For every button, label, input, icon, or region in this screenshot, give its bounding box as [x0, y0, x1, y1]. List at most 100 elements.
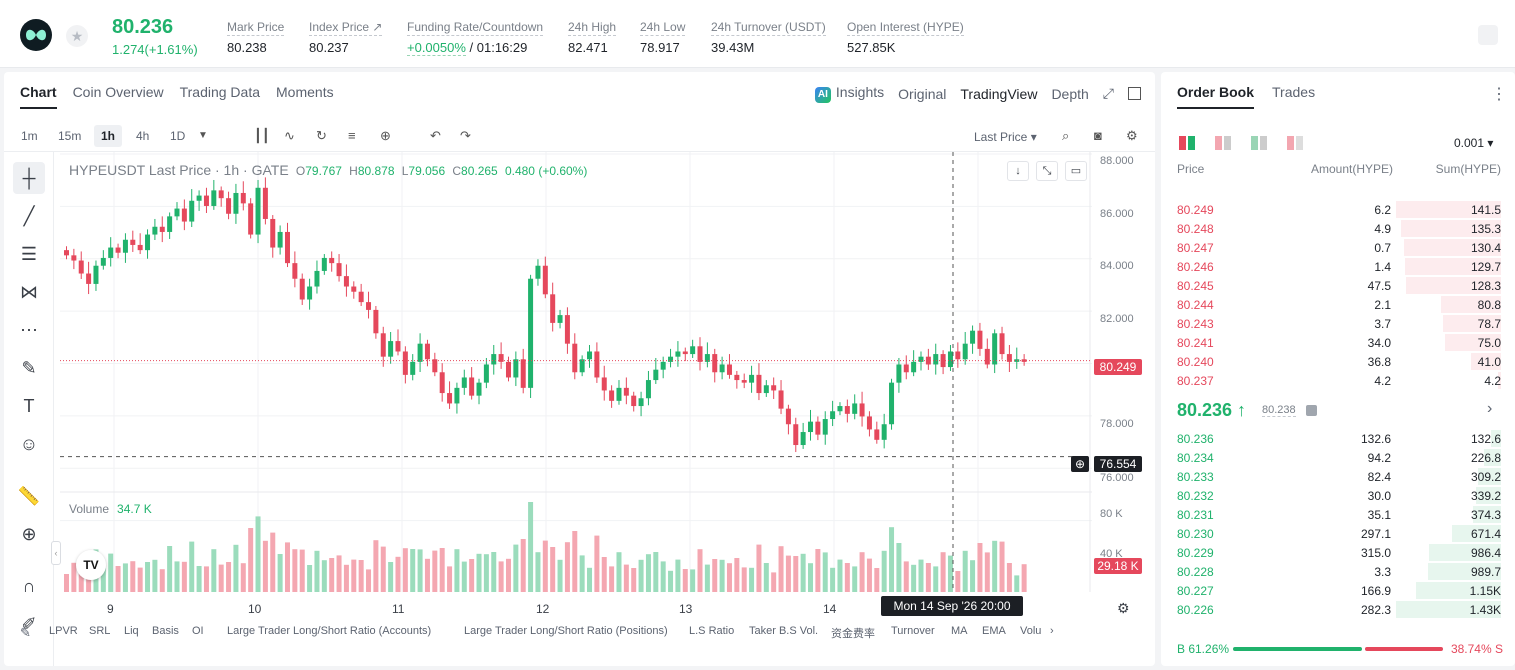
indicator-item[interactable]: Large Trader Long/Short Ratio (Positions…	[464, 625, 668, 637]
bid-row[interactable]: 80.226 282.3 1.43K	[1161, 600, 1515, 619]
favorite-star-icon[interactable]: ★	[66, 25, 88, 47]
trendline-icon[interactable]: ╱	[23, 206, 35, 226]
stat-funding-rate[interactable]: Funding Rate/Countdown +0.0050% / 01:16:…	[407, 18, 544, 56]
indicator-item[interactable]: OI	[192, 625, 204, 637]
view-asks-icon[interactable]	[1215, 136, 1231, 150]
expand-icon[interactable]: ⤢	[1102, 85, 1114, 101]
bid-row[interactable]: 80.230 297.1 671.4	[1161, 524, 1515, 543]
scroll-down-icon[interactable]: ↓	[1007, 161, 1029, 181]
fib-icon[interactable]: ⋯	[20, 320, 38, 340]
timeframe-1d[interactable]: 1D	[170, 129, 186, 143]
fullscreen-icon[interactable]	[1128, 87, 1141, 100]
view-asks-only-icon[interactable]	[1287, 136, 1303, 150]
tab-depth[interactable]: Depth	[1051, 85, 1089, 102]
camera-icon[interactable]: ◙	[1094, 128, 1102, 143]
bid-row[interactable]: 80.229 315.0 986.4	[1161, 543, 1515, 562]
redo-icon[interactable]: ↷	[460, 128, 471, 143]
tab-coin-overview[interactable]: Coin Overview	[72, 84, 164, 100]
volume-bar	[248, 528, 254, 592]
bid-row[interactable]: 80.231 35.1 374.3	[1161, 505, 1515, 524]
bid-row[interactable]: 80.228 3.3 989.7	[1161, 562, 1515, 581]
indicator-item[interactable]: L.S Ratio	[689, 625, 735, 637]
brush-icon[interactable]: ✎	[21, 358, 37, 378]
pattern-icon[interactable]: ⋈	[20, 282, 38, 302]
indicator-item[interactable]: EMA	[982, 625, 1006, 637]
bid-row[interactable]: 80.233 82.4 309.2	[1161, 467, 1515, 486]
tab-moments[interactable]: Moments	[276, 84, 334, 100]
text-tool-icon[interactable]: T	[23, 396, 35, 416]
ask-row[interactable]: 80.249 6.2 141.5	[1161, 200, 1515, 219]
collapse-toolbar-icon[interactable]: ‹	[51, 541, 61, 565]
ask-row[interactable]: 80.243 3.7 78.7	[1161, 314, 1515, 333]
tab-original[interactable]: Original	[898, 85, 947, 102]
tab-trades[interactable]: Trades	[1272, 84, 1316, 100]
more-vertical-icon[interactable]: ⋮	[1491, 86, 1507, 103]
indicator-item[interactable]: LPVR	[49, 625, 78, 637]
gear-icon[interactable]: ⚙	[1126, 128, 1138, 143]
bid-row[interactable]: 80.236 132.6 132.6	[1161, 429, 1515, 448]
indicator-item[interactable]: MA	[951, 625, 968, 637]
indicator-item[interactable]: Turnover	[891, 625, 935, 637]
indicator-item[interactable]: Volu	[1020, 625, 1042, 637]
tradingview-logo[interactable]: TV	[76, 550, 106, 580]
candlestick-chart[interactable]	[60, 152, 1093, 592]
candle-type-icon[interactable]: ┃┃	[254, 128, 270, 143]
ask-row[interactable]: 80.244 2.1 80.8	[1161, 295, 1515, 314]
bid-row[interactable]: 80.232 30.0 339.2	[1161, 486, 1515, 505]
view-both-icon[interactable]	[1179, 136, 1195, 150]
ruler-icon[interactable]: 📏	[17, 486, 41, 506]
horizontal-lines-icon[interactable]: ☰	[20, 244, 38, 264]
chevron-right-icon[interactable]: ›	[1050, 625, 1054, 637]
tab-insights[interactable]: AI Insights	[814, 84, 884, 103]
timeframe-4h[interactable]: 4h	[136, 129, 150, 143]
price-source-select[interactable]: Last Price ▾	[974, 130, 1037, 144]
settings-icon[interactable]: ⚙	[1117, 600, 1130, 616]
undo-icon[interactable]: ↶	[430, 128, 441, 143]
ask-row[interactable]: 80.245 47.5 128.3	[1161, 276, 1515, 295]
ask-row[interactable]: 80.241 34.0 75.0	[1161, 333, 1515, 352]
zoom-in-icon[interactable]: ⊕	[21, 524, 37, 544]
ask-row[interactable]: 80.248 4.9 135.3	[1161, 219, 1515, 238]
precision-select[interactable]: 0.001 ▾	[1454, 136, 1494, 150]
pencil-lock-icon[interactable]: ✐	[21, 614, 37, 634]
ask-row[interactable]: 80.237 4.2 4.2	[1161, 371, 1515, 390]
chevron-right-icon[interactable]: ›	[1487, 400, 1493, 417]
ask-row[interactable]: 80.240 36.8 41.0	[1161, 352, 1515, 371]
indicators-icon[interactable]: ∿	[284, 128, 295, 143]
indicator-item[interactable]: SRL	[89, 625, 111, 637]
timeframe-dropdown-icon[interactable]: ▼	[198, 130, 208, 141]
tab-tradingview[interactable]: TradingView	[960, 85, 1038, 102]
replay-icon[interactable]: ↻	[316, 128, 327, 143]
indicator-item[interactable]: Large Trader Long/Short Ratio (Accounts)	[227, 625, 432, 637]
view-bids-icon[interactable]	[1251, 136, 1267, 150]
ask-row[interactable]: 80.246 1.4 129.7	[1161, 257, 1515, 276]
indicator-item[interactable]: 资金费率	[831, 628, 875, 640]
timeframe-15m[interactable]: 15m	[58, 129, 82, 143]
bid-row[interactable]: 80.227 166.9 1.15K	[1161, 581, 1515, 600]
tab-order-book[interactable]: Order Book	[1177, 84, 1255, 109]
alert-add-icon[interactable]: ⊕	[380, 128, 391, 143]
tab-trading-data[interactable]: Trading Data	[179, 84, 261, 100]
timeframe-1h[interactable]: 1h	[94, 125, 123, 147]
row-amount: 1.4	[1374, 260, 1391, 274]
edit-icon[interactable]: ✎	[20, 625, 31, 640]
templates-icon[interactable]: ≡	[348, 128, 356, 143]
reset-view-icon[interactable]: ▭	[1065, 161, 1087, 181]
bid-row[interactable]: 80.234 94.2 226.8	[1161, 448, 1515, 467]
indicator-item[interactable]: Liq	[124, 625, 139, 637]
ask-row[interactable]: 80.247 0.7 130.4	[1161, 238, 1515, 257]
add-alert-plus-icon[interactable]: ⊕	[1071, 456, 1089, 472]
indicator-item[interactable]: Basis	[152, 625, 179, 637]
emoji-icon[interactable]: ☺	[19, 434, 39, 454]
indicator-item[interactable]: Taker B.S Vol.	[749, 625, 819, 637]
book-icon[interactable]	[1478, 25, 1498, 45]
stat-index-price[interactable]: Index Price ↗ 80.237	[309, 18, 383, 55]
crosshair-icon[interactable]: ┼	[13, 162, 45, 194]
tab-chart[interactable]: Chart	[20, 84, 57, 109]
collapse-icon[interactable]: ⤡	[1036, 161, 1058, 181]
candle-body	[439, 372, 445, 394]
stat-mark-price[interactable]: Mark Price 80.238	[227, 18, 285, 55]
timeframe-1m[interactable]: 1m	[21, 129, 38, 143]
magnet-icon[interactable]: ∩	[22, 576, 36, 596]
search-icon[interactable]: ⌕	[1062, 128, 1070, 143]
